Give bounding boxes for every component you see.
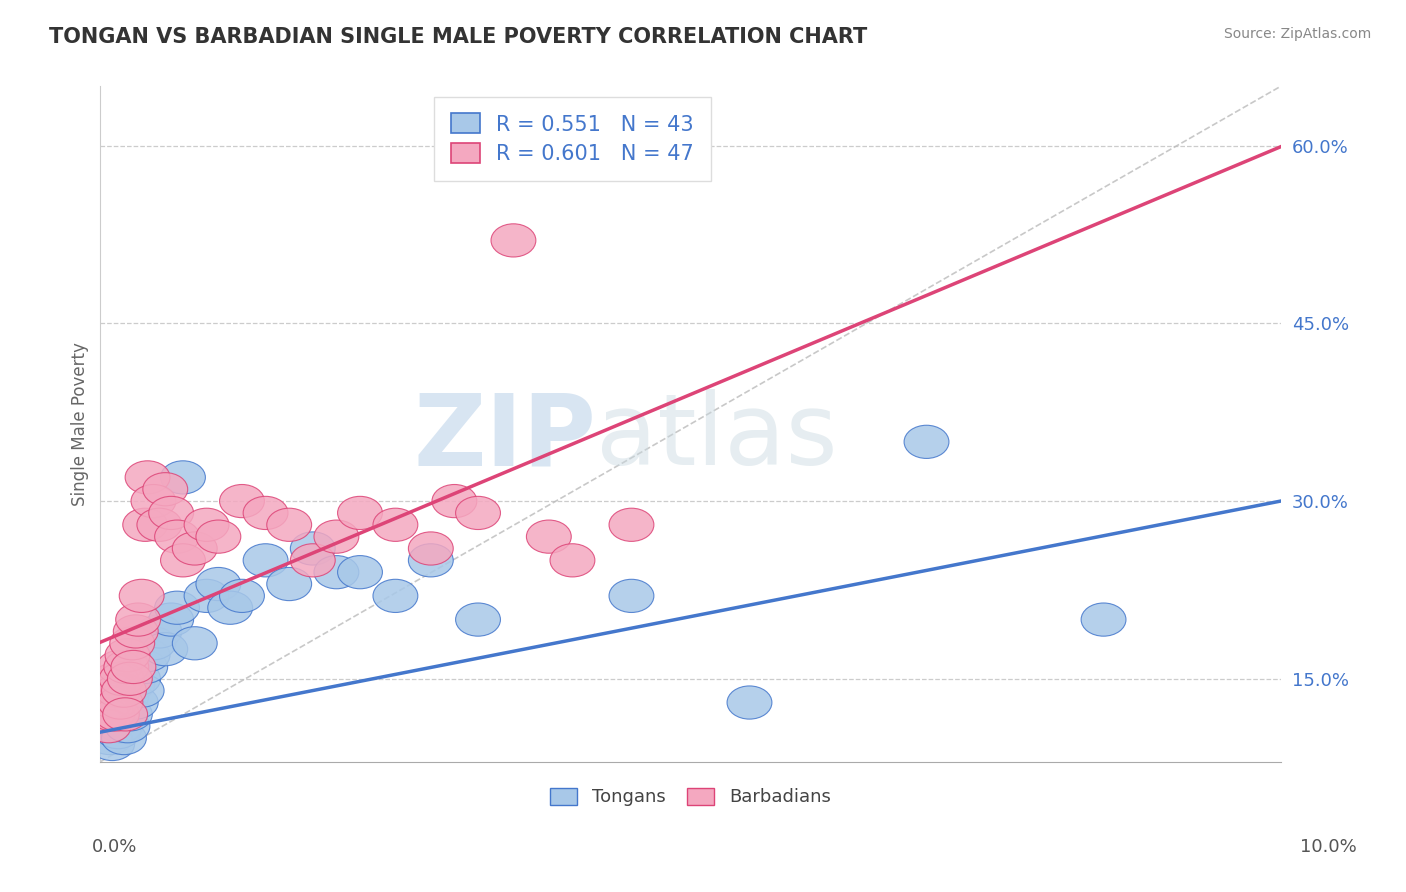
Ellipse shape xyxy=(337,556,382,589)
Ellipse shape xyxy=(160,461,205,494)
Ellipse shape xyxy=(101,674,146,707)
Ellipse shape xyxy=(107,662,152,696)
Ellipse shape xyxy=(904,425,949,458)
Ellipse shape xyxy=(120,579,165,613)
Ellipse shape xyxy=(291,532,335,565)
Ellipse shape xyxy=(104,680,149,714)
Ellipse shape xyxy=(143,473,187,506)
Ellipse shape xyxy=(114,686,159,719)
Ellipse shape xyxy=(96,715,141,748)
Ellipse shape xyxy=(101,722,146,755)
Ellipse shape xyxy=(115,603,160,636)
Text: 10.0%: 10.0% xyxy=(1301,838,1357,856)
Ellipse shape xyxy=(125,639,170,672)
Ellipse shape xyxy=(90,698,135,731)
Ellipse shape xyxy=(456,603,501,636)
Ellipse shape xyxy=(131,627,176,660)
Ellipse shape xyxy=(184,508,229,541)
Ellipse shape xyxy=(122,508,167,541)
Ellipse shape xyxy=(84,698,129,731)
Text: TONGAN VS BARBADIAN SINGLE MALE POVERTY CORRELATION CHART: TONGAN VS BARBADIAN SINGLE MALE POVERTY … xyxy=(49,27,868,46)
Ellipse shape xyxy=(291,544,335,577)
Ellipse shape xyxy=(337,496,382,530)
Ellipse shape xyxy=(195,567,240,600)
Ellipse shape xyxy=(136,615,181,648)
Ellipse shape xyxy=(373,508,418,541)
Ellipse shape xyxy=(93,662,138,696)
Ellipse shape xyxy=(267,508,312,541)
Ellipse shape xyxy=(87,686,132,719)
Ellipse shape xyxy=(101,692,146,725)
Ellipse shape xyxy=(173,627,217,660)
Ellipse shape xyxy=(456,496,501,530)
Ellipse shape xyxy=(173,532,217,565)
Ellipse shape xyxy=(432,484,477,517)
Ellipse shape xyxy=(111,650,156,683)
Ellipse shape xyxy=(96,686,141,719)
Ellipse shape xyxy=(243,544,288,577)
Ellipse shape xyxy=(314,556,359,589)
Ellipse shape xyxy=(136,508,181,541)
Ellipse shape xyxy=(184,579,229,613)
Ellipse shape xyxy=(110,668,155,701)
Ellipse shape xyxy=(103,698,148,731)
Ellipse shape xyxy=(243,496,288,530)
Ellipse shape xyxy=(408,544,453,577)
Ellipse shape xyxy=(155,591,200,624)
Ellipse shape xyxy=(84,710,129,743)
Ellipse shape xyxy=(550,544,595,577)
Ellipse shape xyxy=(104,650,149,683)
Ellipse shape xyxy=(160,544,205,577)
Ellipse shape xyxy=(93,698,138,731)
Ellipse shape xyxy=(97,650,142,683)
Ellipse shape xyxy=(91,704,136,737)
Ellipse shape xyxy=(100,674,143,707)
Ellipse shape xyxy=(91,686,136,719)
Ellipse shape xyxy=(100,662,143,696)
Ellipse shape xyxy=(609,508,654,541)
Ellipse shape xyxy=(114,615,159,648)
Ellipse shape xyxy=(491,224,536,257)
Ellipse shape xyxy=(105,639,150,672)
Ellipse shape xyxy=(314,520,359,553)
Ellipse shape xyxy=(125,461,170,494)
Ellipse shape xyxy=(90,727,135,761)
Y-axis label: Single Male Poverty: Single Male Poverty xyxy=(72,343,89,506)
Ellipse shape xyxy=(86,710,131,743)
Ellipse shape xyxy=(195,520,240,553)
Ellipse shape xyxy=(219,484,264,517)
Ellipse shape xyxy=(155,520,200,553)
Ellipse shape xyxy=(609,579,654,613)
Text: ZIP: ZIP xyxy=(413,389,596,486)
Ellipse shape xyxy=(373,579,418,613)
Ellipse shape xyxy=(149,603,194,636)
Ellipse shape xyxy=(122,650,167,683)
Ellipse shape xyxy=(107,698,152,731)
Ellipse shape xyxy=(208,591,253,624)
Text: Source: ZipAtlas.com: Source: ZipAtlas.com xyxy=(1223,27,1371,41)
Ellipse shape xyxy=(91,674,136,707)
Ellipse shape xyxy=(115,662,160,696)
Ellipse shape xyxy=(526,520,571,553)
Ellipse shape xyxy=(149,496,194,530)
Ellipse shape xyxy=(94,698,139,731)
Ellipse shape xyxy=(267,567,312,600)
Ellipse shape xyxy=(87,722,132,755)
Ellipse shape xyxy=(143,632,187,665)
Ellipse shape xyxy=(727,686,772,719)
Text: atlas: atlas xyxy=(596,389,838,486)
Ellipse shape xyxy=(98,686,143,719)
Ellipse shape xyxy=(98,710,143,743)
Ellipse shape xyxy=(1081,603,1126,636)
Ellipse shape xyxy=(110,627,155,660)
Legend: Tongans, Barbadians: Tongans, Barbadians xyxy=(543,780,838,814)
Text: 0.0%: 0.0% xyxy=(91,838,136,856)
Ellipse shape xyxy=(120,674,165,707)
Ellipse shape xyxy=(105,710,150,743)
Ellipse shape xyxy=(219,579,264,613)
Ellipse shape xyxy=(96,674,141,707)
Ellipse shape xyxy=(131,484,176,517)
Ellipse shape xyxy=(408,532,453,565)
